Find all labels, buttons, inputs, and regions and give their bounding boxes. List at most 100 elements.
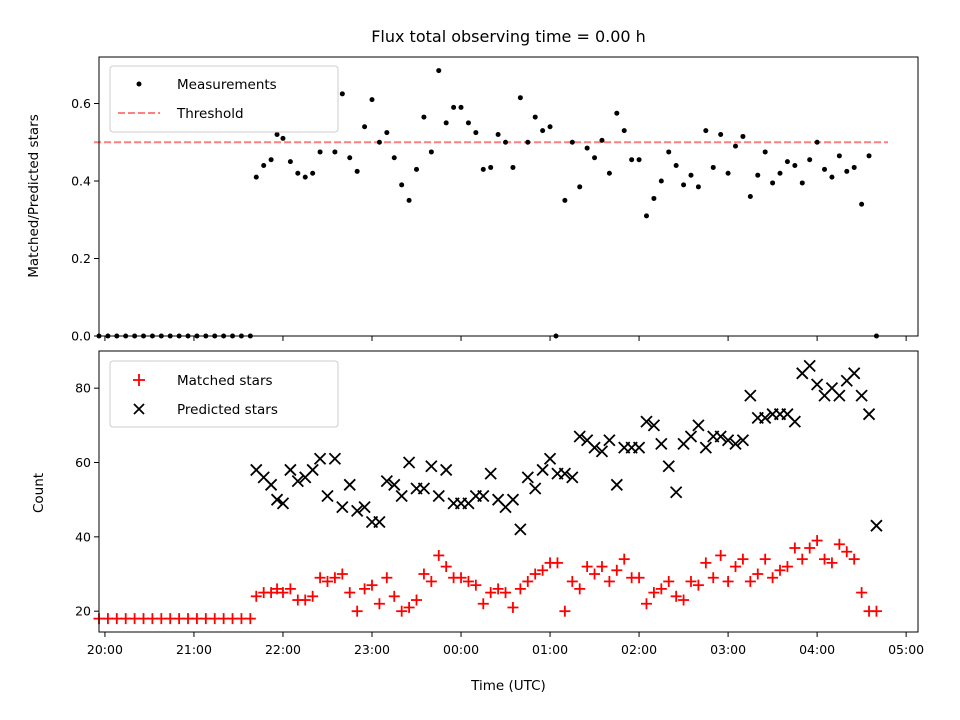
measurement-point (629, 157, 635, 163)
measurement-point (510, 164, 516, 170)
matched-star-point (537, 564, 549, 576)
matched-star-point (589, 568, 601, 580)
predicted-star-point (684, 430, 698, 443)
measurement-point (606, 170, 612, 176)
count-ytick-label: 20 (75, 604, 91, 619)
matched-star-point (265, 587, 277, 599)
measurement-point (807, 157, 813, 163)
measurement-point (480, 166, 486, 172)
matched-star-point (492, 583, 504, 595)
measurement-point (688, 172, 694, 178)
measurement-point (651, 195, 657, 201)
matched-star-point (514, 583, 526, 595)
measurement-point (253, 174, 259, 180)
count-ytick-label: 80 (75, 381, 91, 396)
measurement-point (725, 170, 731, 176)
xtick-label: 21:00 (176, 642, 212, 657)
legend-label-matched: Matched stars (177, 373, 273, 389)
measurement-point (614, 110, 620, 116)
matched-star-point (581, 561, 593, 573)
ratio-plot-frame (98, 56, 919, 337)
predicted-star-point (432, 489, 445, 503)
matched-star-point (462, 575, 474, 587)
predicted-star-point (270, 493, 284, 506)
matched-star-point (841, 546, 853, 558)
measurement-point (859, 201, 865, 207)
measurement-point (851, 164, 857, 170)
matched-star-point (655, 583, 667, 595)
predicted-star-point (803, 359, 816, 373)
x-axis-label: Time (UTC) (470, 678, 546, 694)
measurement-point (562, 197, 568, 203)
xtick-label: 05:00 (888, 642, 924, 657)
matched-star-point (433, 549, 445, 561)
predicted-star-point (558, 467, 572, 480)
legend-marker-matched (133, 374, 145, 386)
xtick-label: 01:00 (532, 642, 568, 657)
legend-label-threshold: Threshold (176, 106, 244, 122)
predicted-star-point (759, 411, 772, 425)
matched-star-point (507, 601, 519, 613)
measurement-point (414, 166, 420, 172)
matched-star-point (500, 587, 512, 599)
predicted-star-point (284, 463, 297, 477)
matched-star-point (344, 587, 356, 599)
matched-star-point (685, 575, 697, 587)
measurement-point (274, 132, 280, 137)
matched-star-point (455, 572, 467, 584)
xtick-label: 23:00 (354, 642, 390, 657)
predicted-star-point (870, 519, 883, 532)
xtick-label: 02:00 (621, 642, 657, 657)
measurement-point (347, 155, 353, 161)
measurement-point (261, 163, 267, 168)
legend-marker-measurements (136, 81, 142, 87)
measurement-point (666, 149, 672, 155)
xtick-label: 22:00 (265, 642, 301, 657)
measurement-point (584, 145, 590, 151)
measurement-point (503, 139, 509, 145)
predicted-star-point (655, 437, 668, 451)
measurement-point (733, 143, 739, 149)
measurement-point (710, 164, 716, 170)
measurement-point (302, 174, 308, 180)
predicted-star-point (425, 460, 438, 473)
predicted-star-point (388, 478, 401, 491)
predicted-star-point (343, 478, 356, 491)
chart-title: Flux total observing time = 0.00 h (371, 27, 646, 46)
measurement-point (436, 68, 442, 74)
matched-star-point (529, 568, 541, 580)
measurement-point (569, 139, 575, 145)
measurement-point (829, 174, 835, 180)
predicted-star-point (321, 489, 334, 503)
measurement-point (268, 157, 274, 163)
matched-star-point (596, 561, 608, 573)
measurement-point (525, 139, 531, 145)
matched-star-point (715, 549, 727, 561)
predicted-star-point (862, 408, 876, 421)
matched-star-point (388, 590, 400, 602)
measurement-point (495, 132, 501, 137)
matched-star-point (819, 553, 831, 565)
measurement-point (406, 197, 412, 203)
predicted-star-point (373, 515, 386, 529)
measurement-point (784, 159, 790, 165)
measurement-point (473, 130, 479, 136)
measurement-point (488, 164, 494, 170)
matched-star-point (321, 575, 333, 587)
matched-star-point (244, 613, 256, 625)
count-axes: 20 40 60 80 20:00 21:00 22:00 23:00 00:00 01:00 02… (75, 381, 924, 657)
measurement-point (339, 91, 345, 97)
matched-star-point (737, 553, 749, 565)
measurement-point (740, 133, 746, 139)
measurement-point (384, 130, 390, 136)
ratio-legend-box (109, 65, 339, 133)
matched-star-point (411, 594, 423, 606)
matched-star-point (366, 579, 378, 591)
predicted-star-point (395, 489, 408, 503)
predicted-star-point (573, 430, 586, 443)
measurement-point (695, 184, 701, 190)
measurement-point (391, 155, 397, 161)
matched-star-point (299, 594, 311, 606)
measurement-point (532, 114, 538, 120)
